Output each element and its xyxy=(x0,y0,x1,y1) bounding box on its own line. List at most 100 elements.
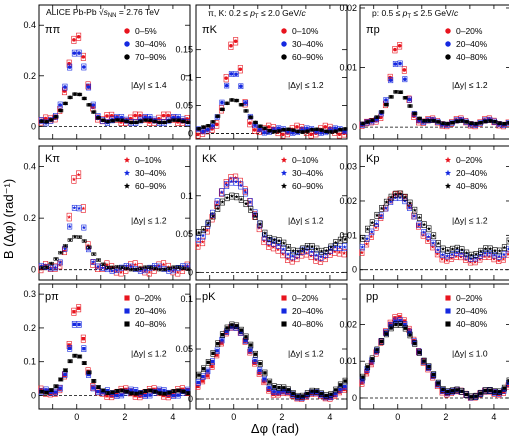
data-point xyxy=(473,259,478,264)
data-point xyxy=(300,246,305,251)
data-point xyxy=(445,248,450,253)
error-box xyxy=(86,83,92,91)
data-point xyxy=(425,238,430,243)
error-box xyxy=(304,390,310,397)
data-point xyxy=(44,388,48,392)
panel-title: Kp xyxy=(366,153,379,165)
data-point xyxy=(337,390,342,394)
data-point xyxy=(39,387,43,392)
data-point xyxy=(210,127,214,131)
data-point xyxy=(96,257,101,262)
data-point xyxy=(272,237,277,242)
series-3 xyxy=(39,92,191,125)
data-point xyxy=(343,127,347,131)
data-point xyxy=(224,329,229,334)
error-box xyxy=(209,363,215,370)
error-box xyxy=(295,392,301,400)
data-point xyxy=(54,384,58,388)
error-box xyxy=(365,225,371,233)
legend-marker xyxy=(280,156,288,163)
legend-label: 60–90% xyxy=(292,181,324,191)
error-box xyxy=(53,388,59,396)
error-box xyxy=(323,247,329,255)
legend-label: 30–40% xyxy=(292,168,324,178)
data-point xyxy=(210,211,215,216)
error-box xyxy=(285,386,291,394)
data-point xyxy=(337,244,342,249)
error-box xyxy=(374,211,380,219)
data-point xyxy=(417,350,422,355)
data-point xyxy=(319,249,324,253)
error-box xyxy=(196,371,202,379)
header-note-3: p: 0.5 ≤ pT ≤ 2.5 GeV/c xyxy=(372,8,459,20)
data-point xyxy=(134,267,139,272)
legend-marker xyxy=(124,321,130,327)
data-point xyxy=(272,129,277,134)
data-point xyxy=(138,266,143,270)
data-point xyxy=(86,372,91,377)
data-point xyxy=(402,68,407,72)
data-point xyxy=(422,222,427,227)
series-3 xyxy=(360,190,509,259)
y-tick-label: 0.01 xyxy=(339,356,357,366)
data-point xyxy=(63,243,68,248)
data-point xyxy=(314,253,319,257)
data-point xyxy=(243,188,248,193)
data-point xyxy=(72,310,76,314)
data-point xyxy=(205,374,209,378)
data-point xyxy=(333,244,338,249)
error-box xyxy=(392,46,398,54)
data-point xyxy=(487,254,492,259)
data-point xyxy=(263,126,267,131)
data-point xyxy=(379,206,384,211)
error-box xyxy=(397,42,403,50)
data-point xyxy=(200,239,205,244)
legend-marker xyxy=(445,295,451,301)
data-point xyxy=(333,126,337,131)
data-point xyxy=(285,256,290,261)
data-point xyxy=(95,264,100,269)
data-point xyxy=(258,221,263,226)
data-point xyxy=(153,119,157,124)
error-box xyxy=(478,389,484,397)
data-point xyxy=(63,368,68,372)
data-point xyxy=(319,131,323,135)
x-tick-label: 2 xyxy=(443,412,448,422)
error-box xyxy=(71,175,77,184)
data-point xyxy=(77,322,81,327)
data-point xyxy=(229,325,234,329)
data-point xyxy=(388,321,392,325)
data-point xyxy=(43,116,48,121)
error-box xyxy=(233,71,239,77)
error-box xyxy=(412,206,418,214)
legend-marker xyxy=(444,169,452,176)
error-box xyxy=(487,387,493,394)
data-point xyxy=(73,92,77,96)
data-point xyxy=(271,245,276,249)
data-point xyxy=(379,213,384,218)
error-box xyxy=(501,384,507,392)
data-point xyxy=(77,235,82,239)
data-point xyxy=(166,113,171,118)
data-point xyxy=(464,250,469,255)
error-box xyxy=(440,387,446,394)
data-point xyxy=(333,394,337,398)
data-point xyxy=(365,227,370,231)
data-point xyxy=(384,332,389,336)
data-point xyxy=(384,98,388,102)
data-point xyxy=(230,323,234,327)
error-box xyxy=(161,111,167,120)
data-point xyxy=(329,130,333,134)
data-point xyxy=(138,268,143,273)
data-point xyxy=(300,248,305,253)
data-point xyxy=(334,388,338,392)
error-box xyxy=(435,380,441,388)
error-box xyxy=(290,247,296,255)
error-box xyxy=(454,249,460,256)
data-point xyxy=(153,389,157,394)
data-point xyxy=(474,252,479,257)
error-box xyxy=(215,205,221,212)
error-box xyxy=(383,330,389,338)
data-point xyxy=(319,392,324,396)
error-box xyxy=(196,229,202,236)
